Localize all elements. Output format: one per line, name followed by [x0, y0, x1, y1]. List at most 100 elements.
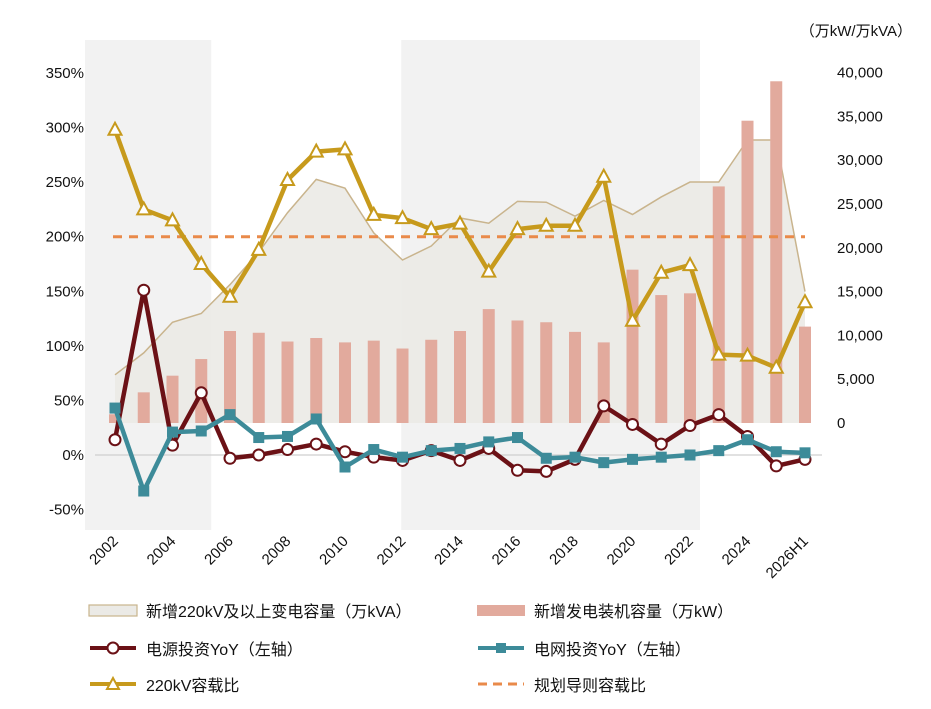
point-2005 [193, 254, 210, 271]
bar-2026H1 [799, 326, 811, 423]
point-2010 [336, 140, 354, 156]
point-2003 [138, 485, 150, 497]
point-2007 [253, 432, 265, 444]
chart: -50% 0% 50% 100% 150% 200% 250% 300% 350% 0 5,000 1… [46, 23, 912, 582]
x-tick-label: 2020 [604, 533, 640, 569]
point-2023 [713, 445, 725, 457]
bar-2004 [166, 375, 179, 423]
bar-2023 [712, 186, 725, 423]
legend-swatch-bar [477, 605, 525, 616]
right-tick-label: 35,000 [837, 108, 883, 125]
x-tick-label: 2024 [719, 533, 755, 569]
point-2014 [451, 214, 469, 230]
bar-2008 [281, 341, 294, 423]
point-2006 [224, 409, 236, 421]
point-2012 [394, 209, 411, 225]
point-2004 [167, 426, 178, 438]
point-2006 [223, 451, 237, 465]
x-tick-label: 2016 [489, 533, 525, 569]
point-2007 [252, 448, 266, 462]
left-tick-label: 50% [54, 392, 84, 409]
point-2018 [566, 216, 584, 232]
bar-2021 [655, 295, 668, 423]
bar-2015 [482, 309, 495, 423]
point-2018 [569, 451, 581, 463]
point-2011 [365, 205, 382, 221]
right-tick-label: 0 [837, 415, 845, 432]
point-2013 [423, 219, 440, 236]
right-tick-label: 10,000 [837, 327, 883, 344]
legend-label-area: 新增220kV及以上变电容量（万kVA） [146, 604, 412, 621]
legend-label-grid-yoy: 电网投资YoY（左轴） [534, 642, 691, 659]
x-tick-label: 2026H1 [763, 533, 812, 582]
bar-2009 [310, 338, 323, 423]
bar-2003 [137, 392, 150, 423]
point-2015 [483, 436, 495, 448]
point-2012 [397, 451, 408, 463]
x-tick-label: 2002 [86, 533, 122, 569]
point-2019 [595, 167, 612, 183]
lines [106, 120, 814, 497]
bar-2024 [741, 120, 754, 423]
point-2019 [597, 399, 611, 413]
legend-item-capacity-ratio: 220kV容载比 [88, 672, 239, 696]
point-2007 [250, 240, 267, 256]
point-2026H1 [799, 447, 811, 459]
left-tick-label: 350% [46, 65, 84, 82]
left-tick-label: 300% [46, 120, 84, 137]
point-2002 [109, 402, 121, 414]
legend-item-generation-bar: 新增发电装机容量（万kW） [476, 598, 733, 622]
legend-swatch-grid-yoy [478, 643, 524, 653]
x-tick-label: 2018 [546, 533, 582, 569]
bar-2025 [770, 81, 783, 424]
point-2017 [538, 216, 555, 232]
point-2010 [338, 445, 352, 459]
x-tick-label: 2022 [661, 533, 697, 569]
shaded-period-0 [85, 40, 212, 530]
legend-item-power-yoy: 电源投资YoY（左轴） [88, 636, 303, 660]
point-2004 [164, 211, 181, 227]
point-2022 [681, 255, 699, 272]
point-2015 [480, 262, 497, 278]
legend-item-guideline: 规划导则容载比 [476, 672, 646, 696]
point-2008 [279, 170, 296, 186]
point-2016 [512, 432, 523, 444]
point-2024 [739, 346, 756, 362]
bar-2014 [454, 330, 466, 423]
x-tick-label: 2014 [431, 533, 467, 569]
bar-2002 [109, 414, 121, 423]
bar-2011 [367, 340, 380, 423]
point-2010 [339, 461, 351, 473]
point-2008 [281, 443, 294, 457]
left-tick-label: -50% [49, 502, 84, 519]
left-tick-label: 250% [46, 174, 84, 191]
right-tick-label: 15,000 [837, 284, 883, 301]
point-2020 [627, 453, 638, 465]
legend-label-capacity-ratio: 220kV容载比 [146, 678, 240, 695]
point-2021 [653, 263, 670, 279]
x-tick-label: 2012 [374, 533, 410, 569]
point-2025 [769, 459, 783, 473]
point-2016 [511, 463, 524, 477]
point-2014 [454, 442, 466, 454]
right-tick-label: 30,000 [837, 152, 883, 169]
right-tick-label: 40,000 [837, 65, 883, 82]
point-2023 [712, 408, 726, 422]
point-2003 [137, 283, 151, 297]
point-2009 [309, 437, 323, 451]
point-2022 [684, 449, 696, 461]
legend-swatch-area [88, 604, 138, 617]
point-2011 [368, 444, 380, 456]
point-2017 [539, 464, 553, 478]
legend-label-guideline: 规划导则容载比 [534, 678, 647, 695]
left-tick-label: 200% [46, 229, 84, 246]
x-tick-label: 2008 [259, 533, 295, 569]
right-tick-label: 5,000 [837, 371, 875, 388]
bar-2010 [339, 342, 351, 423]
point-2024 [742, 434, 753, 446]
x-tick-label: 2010 [316, 533, 352, 569]
left-tick-label: 100% [46, 338, 84, 355]
point-2020 [626, 417, 639, 431]
bar-2017 [540, 322, 553, 423]
point-2020 [624, 311, 641, 327]
